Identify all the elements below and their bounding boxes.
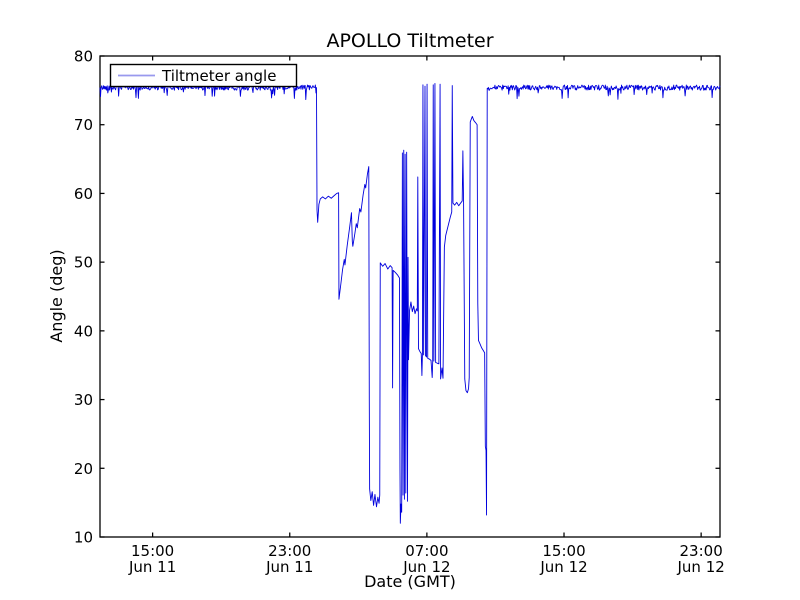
- chart-title: APOLLO Tiltmeter: [326, 30, 493, 52]
- data-series: [99, 83, 721, 524]
- x-tick-label-time: 23:00: [680, 542, 723, 560]
- legend-box: [109, 63, 298, 88]
- x-tick-label-time: 23:00: [268, 542, 311, 560]
- plot-area: [99, 55, 721, 538]
- y-tick-label: 10: [74, 529, 93, 547]
- y-tick-label: 60: [74, 185, 93, 203]
- y-axis-tick-labels: 10 20 30 40 50 60 70 80: [74, 48, 93, 547]
- x-axis-label: Date (GMT): [364, 572, 456, 591]
- y-tick-label: 30: [74, 391, 93, 409]
- y-tick-label: 40: [74, 322, 93, 340]
- y-tick-label: 70: [74, 116, 93, 134]
- y-axis-label: Angle (deg): [47, 249, 66, 342]
- x-tick-label-date: Jun 12: [676, 558, 724, 576]
- x-tick-label-date: Jun 11: [128, 558, 176, 576]
- axis-ticks: [100, 55, 720, 538]
- legend: Tiltmeter angle: [109, 63, 298, 88]
- y-tick-label: 50: [74, 254, 93, 272]
- plot-frame: [99, 55, 721, 538]
- x-tick-label-time: 15:00: [542, 542, 585, 560]
- x-tick-label-date: Jun 11: [265, 558, 313, 576]
- tiltmeter-angle-line: [99, 83, 721, 524]
- y-tick-label: 20: [74, 460, 93, 478]
- x-tick-label-time: 07:00: [405, 542, 448, 560]
- y-tick-label: 80: [74, 48, 93, 66]
- legend-label: Tiltmeter angle: [161, 67, 276, 85]
- x-tick-label-time: 15:00: [131, 542, 174, 560]
- x-tick-label-date: Jun 12: [402, 558, 450, 576]
- x-tick-label-date: Jun 12: [539, 558, 587, 576]
